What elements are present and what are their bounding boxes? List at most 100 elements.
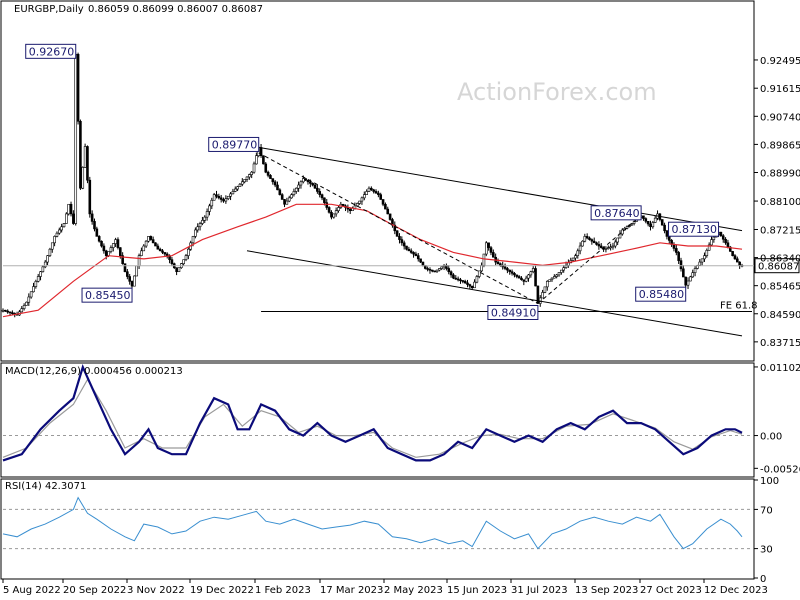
candle-body xyxy=(116,239,120,248)
dashed-trendline xyxy=(537,215,642,304)
candle-body xyxy=(454,277,458,280)
candle-body xyxy=(22,305,26,309)
candle-body xyxy=(320,194,324,199)
candle-body xyxy=(541,292,544,299)
candle-body xyxy=(46,255,49,263)
candle-body xyxy=(144,240,148,247)
candle-body xyxy=(205,211,209,218)
candle-body xyxy=(609,246,612,249)
candle-body xyxy=(4,309,7,312)
candle-body xyxy=(313,184,317,189)
price-candles xyxy=(1,52,744,318)
candle-body xyxy=(252,163,256,173)
candle-body xyxy=(585,236,589,239)
candle-body xyxy=(557,272,561,276)
candle-body xyxy=(175,267,178,273)
xtick-label: 12 Dec 2023 xyxy=(704,585,768,596)
candle-body xyxy=(65,213,68,224)
candle-body xyxy=(710,239,713,246)
candle-body xyxy=(25,301,28,306)
candle-body xyxy=(705,249,709,256)
candle-body xyxy=(337,207,340,211)
candle-body xyxy=(348,208,352,211)
annotation-label: 0.87640 xyxy=(594,207,640,220)
rsi-ytick-label: 30 xyxy=(760,545,773,556)
candle-body xyxy=(421,261,425,266)
annotation-label: 0.85450 xyxy=(85,289,130,302)
candle-body xyxy=(506,268,509,271)
candle-body xyxy=(515,274,519,277)
candle-body xyxy=(287,197,291,202)
candle-body xyxy=(285,200,289,205)
candle-body xyxy=(724,238,727,244)
candle-body xyxy=(663,224,666,232)
price-ytick-label: 0.86340 xyxy=(760,254,800,265)
candle-body xyxy=(111,243,115,248)
candle-body xyxy=(428,268,432,271)
candle-body xyxy=(555,274,558,277)
candle-body xyxy=(43,261,47,268)
candle-body xyxy=(592,240,596,244)
candle-body xyxy=(318,191,322,195)
candle-body xyxy=(309,181,312,184)
candle-body xyxy=(508,269,512,273)
candle-body xyxy=(48,248,52,256)
candle-body xyxy=(736,258,739,263)
candle-body xyxy=(278,189,282,195)
candle-body xyxy=(412,252,415,255)
candle-body xyxy=(553,276,556,279)
candle-body xyxy=(198,223,202,228)
candle-body xyxy=(567,262,570,266)
xtick-label: 31 Jul 2023 xyxy=(511,585,568,596)
candle-body xyxy=(79,120,82,189)
candle-body xyxy=(187,248,190,256)
annotation-label: 0.87130 xyxy=(672,223,718,236)
candle-body xyxy=(470,285,474,289)
candle-body xyxy=(219,197,223,200)
candle-body xyxy=(456,278,460,281)
candle-body xyxy=(264,163,268,173)
xtick-label: 13 Sep 2023 xyxy=(575,585,638,596)
candle-body xyxy=(297,184,300,189)
candle-body xyxy=(128,276,131,282)
candle-body xyxy=(182,259,185,264)
price-ytick-label: 0.84590 xyxy=(760,310,800,321)
rsi-panel-frame xyxy=(0,478,755,580)
candle-body xyxy=(560,269,563,273)
candle-body xyxy=(135,265,139,277)
candle-body xyxy=(621,229,624,235)
candle-body xyxy=(8,311,12,314)
macd-title: MACD(12,26,9) 0.000456 0.000213 xyxy=(5,366,183,377)
candle-body xyxy=(158,248,162,252)
annotation-box xyxy=(81,287,133,303)
candle-body xyxy=(226,195,230,199)
macd-lines: 0.011027 0.00 -0.005267 xyxy=(2,363,800,475)
candle-body xyxy=(365,191,368,195)
candle-body xyxy=(149,236,153,240)
candle-body xyxy=(184,255,188,260)
macd-panel-frame xyxy=(0,362,755,478)
candle-body xyxy=(126,271,129,277)
candle-body xyxy=(738,261,741,266)
candle-body xyxy=(36,276,40,282)
candle-body xyxy=(231,191,235,195)
candle-body xyxy=(440,266,444,269)
annotation-label: 0.85480 xyxy=(639,288,685,301)
candle-body xyxy=(316,187,319,192)
candle-body xyxy=(86,146,89,181)
candle-body xyxy=(712,236,716,240)
fib-618-label: FE 61.8 xyxy=(720,301,758,312)
price-ytick-label: 0.92495 xyxy=(760,56,800,67)
candle-body xyxy=(381,199,385,205)
candle-body xyxy=(208,205,211,212)
candle-body xyxy=(341,203,345,207)
symbol-label: EURGBP,Daily xyxy=(14,4,84,15)
price-panel-frame xyxy=(0,0,755,362)
candle-body xyxy=(405,245,408,250)
annotation-box xyxy=(208,136,260,152)
candle-body xyxy=(682,268,685,278)
candle-body xyxy=(217,195,221,199)
candle-body xyxy=(358,200,361,204)
candle-body xyxy=(130,281,134,287)
rsi-line xyxy=(2,496,743,550)
